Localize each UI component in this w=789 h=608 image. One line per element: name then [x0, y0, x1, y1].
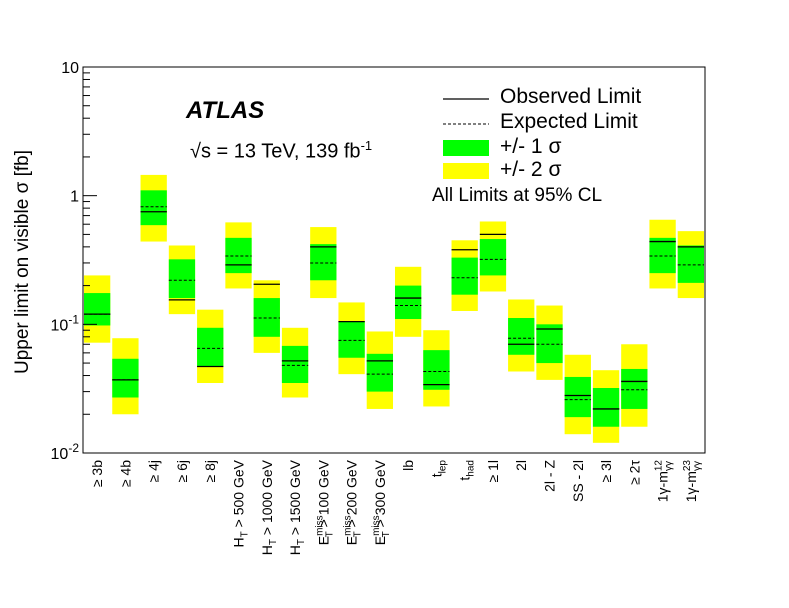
category-label: 1γ-m12γγ [654, 460, 675, 503]
category-label: HT > 1000 GeV [259, 459, 279, 555]
category-label: ≥ 4j [146, 460, 162, 482]
one-sigma-band [310, 244, 337, 281]
one-sigma-band [168, 259, 196, 299]
one-sigma-band [197, 327, 224, 367]
one-sigma-band [83, 293, 111, 326]
one-sigma-band [536, 324, 563, 364]
one-sigma-band [366, 353, 394, 392]
category-label: ≥ 1l [485, 460, 501, 482]
one-sigma-band [508, 318, 535, 355]
one-sigma-band [281, 345, 309, 383]
one-sigma-band [451, 257, 478, 295]
category-label: lb [400, 460, 416, 471]
plot-frame [82, 66, 706, 454]
legend-one-sigma: +/- 1 σ [500, 135, 562, 158]
category-label: HT > 1500 GeV [287, 459, 307, 555]
legend-symbols [443, 98, 489, 179]
cl-note: All Limits at 95% CL [432, 185, 603, 206]
category-label: ≥ 8j [202, 460, 218, 482]
category-label: ≥ 4b [117, 460, 133, 487]
one-sigma-band [112, 358, 139, 398]
y-tick-label: 10 [61, 60, 79, 77]
one-sigma-band [253, 298, 280, 337]
category-label: HT > 500 GeV [231, 459, 251, 547]
legend-expected: Expected Limit [500, 110, 638, 133]
one-sigma-band [677, 245, 705, 283]
category-label: thad [457, 460, 477, 481]
bands-layer [83, 174, 705, 443]
category-label: ≥ 3b [89, 460, 105, 487]
category-label: ≥ 3l [598, 460, 614, 482]
legend-two-sigma-swatch [443, 163, 489, 179]
y-tick-label: 10-1 [51, 312, 80, 334]
category-label: ≥ 2τ [626, 460, 642, 485]
category-label: SS - 2l [570, 460, 586, 502]
category-label: EmissT > 300 GeV [371, 459, 392, 545]
energy-text: √s = 13 TeV, 139 fb [190, 140, 361, 163]
legend-one-sigma-swatch [443, 140, 489, 156]
energy-exponent: -1 [360, 138, 373, 153]
one-sigma-band [394, 285, 422, 320]
energy-lumi-label: √s = 13 TeV, 139 fb-1 [190, 138, 372, 164]
axis-layer: 10-2 10-1 1 10 ≥ 3b ≥ 4b ≥ 4j ≥ 6j ≥ 8j HT > 500 … [51, 60, 703, 555]
category-label: EmissT > 200 GeV [343, 459, 364, 545]
category-label: tlep [428, 460, 448, 478]
category-label: 2l - Z [542, 460, 558, 492]
y-axis-label: Upper limit on visible σ [fb] [12, 150, 33, 374]
one-sigma-band [592, 388, 620, 427]
y-tick-label: 10-2 [51, 441, 80, 463]
category-label: 2l [513, 460, 529, 471]
legend-two-sigma: +/- 2 σ [500, 158, 562, 181]
one-sigma-band [621, 368, 648, 409]
category-label: EmissT > 100 GeV [314, 459, 335, 545]
category-label: 1γ-m23γγ [682, 460, 703, 503]
experiment-label: ATLAS [186, 97, 265, 124]
one-sigma-band [140, 190, 167, 226]
legend-observed: Observed Limit [500, 85, 642, 108]
one-sigma-band [423, 350, 450, 390]
one-sigma-band [479, 239, 507, 276]
one-sigma-band [338, 321, 365, 358]
y-tick-label: 1 [70, 189, 79, 206]
one-sigma-band [564, 376, 591, 418]
category-label: ≥ 6j [174, 460, 190, 482]
